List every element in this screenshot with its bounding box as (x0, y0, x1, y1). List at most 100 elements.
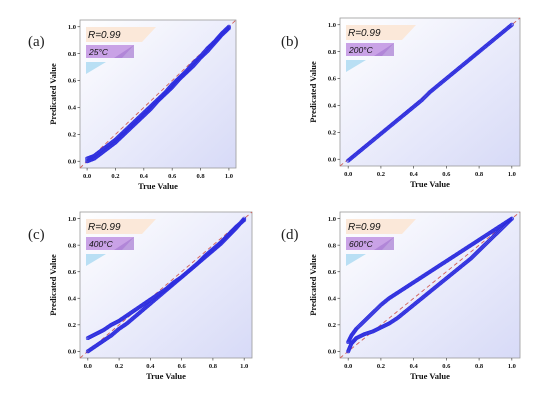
data-point-c-1-160 (242, 218, 247, 222)
data-point-d-1-159 (500, 225, 505, 230)
data-point-d-0-25 (363, 317, 368, 322)
data-point-d-1-134 (475, 250, 479, 255)
series-d-1 (346, 216, 514, 354)
temperature-b: 200°C (348, 45, 374, 55)
x-axis-label-d: True Value (410, 371, 450, 381)
corner-triangle-b (346, 60, 366, 72)
panel-d: (d) R=0.99 600°C 0.0 0.2 0.4 0.6 0.8 1.0 0.0 0.2 0.… (281, 211, 521, 381)
temp-badge-shade-d (374, 237, 394, 250)
data-point-d-1-148 (489, 236, 494, 241)
data-point-d-1-158 (499, 226, 504, 231)
y-tick-label-a-3: 0.6 (68, 78, 77, 85)
data-point-d-1-155 (496, 229, 501, 234)
panel-label-c: (c) (28, 227, 45, 243)
data-point-c-1-143 (225, 233, 230, 238)
data-point-d-1-160 (501, 224, 506, 229)
data-point-d-1-152 (493, 232, 498, 237)
y-tick-label-b-3: 0.6 (328, 76, 337, 83)
data-point-d-1-143 (484, 241, 489, 246)
x-tick-label-b-5: 1.0 (508, 171, 516, 178)
data-point-c-1-114 (197, 259, 202, 264)
data-point-d-1-139 (480, 245, 485, 250)
data-point-c-1-144 (226, 232, 231, 237)
panel-label-d: (d) (281, 227, 299, 243)
x-tick-label-b-2: 0.4 (410, 171, 419, 178)
y-tick-label-b-1: 0.2 (328, 130, 336, 137)
temp-badge-shade-c (114, 237, 134, 250)
x-tick-label-c-0: 0.0 (84, 363, 92, 370)
y-tick-label-a-2: 0.4 (68, 105, 77, 112)
data-point-d-0-32 (370, 310, 375, 315)
x-tick-label-d-4: 0.8 (475, 363, 484, 370)
temperature-d: 600°C (349, 239, 374, 249)
data-point-d-1-138 (479, 246, 484, 251)
r-badge-a (86, 27, 156, 42)
panel-c: (c) R=0.99 400°C 0.0 0.2 0.4 0.6 0.8 1.0 0.0 0.2 0.… (28, 211, 253, 381)
data-point-d-1-141 (482, 243, 487, 248)
panel-label-a: (a) (28, 34, 45, 50)
x-axis-label-a: True Value (138, 181, 178, 191)
data-point-c-1-148 (230, 228, 235, 233)
y-tick-label-c-3: 0.6 (68, 269, 77, 276)
data-point-d-1-147 (488, 237, 493, 242)
x-tick-label-c-5: 1.0 (240, 363, 248, 370)
x-tick-label-b-3: 0.6 (442, 171, 451, 178)
data-point-d-0-27 (365, 315, 370, 320)
series-c-1 (85, 218, 247, 354)
data-point-d-1-149 (490, 235, 495, 240)
data-point-d-0-36 (374, 306, 379, 311)
data-point-d-1-164 (505, 220, 510, 225)
data-point-d-1-135 (476, 249, 481, 254)
data-point-d-0-20 (358, 322, 363, 327)
r-value-c: R=0.99 (88, 222, 121, 233)
data-point-d-1-166 (507, 218, 512, 223)
r-value-a: R=0.99 (88, 30, 121, 41)
data-point-d-1-153 (494, 231, 499, 236)
x-tick-label-a-2: 0.4 (140, 173, 149, 180)
data-point-d-0-19 (357, 323, 362, 328)
figure-frame (5, 5, 545, 400)
y-axis-label-d: Predicated Value (308, 254, 318, 316)
series-a-1 (85, 26, 231, 164)
data-point-b-0-74 (421, 96, 426, 101)
data-point-d-1-128 (468, 256, 473, 261)
data-point-c-1-149 (231, 227, 236, 232)
data-point-c-1-113 (196, 260, 201, 265)
panel-a: (a) R=0.99 25°C 0.0 0.2 0.4 0.6 0.8 1.0 0.0 0.2 0.4… (28, 19, 237, 191)
x-tick-label-a-5: 1.0 (225, 173, 233, 180)
data-point-d-1-129 (469, 255, 474, 260)
data-point-d-1-156 (497, 228, 502, 233)
y-axis-label-a: Predicated Value (48, 63, 58, 125)
data-point-d-0-21 (359, 321, 364, 326)
x-axis-label-b: True Value (410, 179, 450, 189)
y-tick-label-a-0: 0.0 (68, 158, 76, 165)
data-point-d-0-35 (373, 307, 378, 312)
data-point-d-1-154 (495, 230, 500, 235)
data-point-d-1-132 (473, 252, 477, 257)
data-point-d-0-29 (367, 313, 372, 318)
data-point-c-1-118 (201, 255, 206, 260)
r-badge-d (346, 219, 416, 234)
data-point-c-1-115 (198, 258, 203, 263)
series-b-0 (346, 22, 514, 163)
y-tick-label-a-4: 0.8 (68, 51, 77, 58)
data-point-d-0-16 (354, 326, 359, 331)
data-point-d-1-142 (483, 242, 488, 247)
data-point-c-1-117 (200, 256, 205, 261)
data-point-a-1-159 (226, 26, 230, 31)
temperature-c: 400°C (89, 239, 114, 249)
data-point-c-1-137 (219, 239, 224, 244)
y-tick-label-b-0: 0.0 (328, 156, 336, 163)
reference-diagonal-c (79, 211, 253, 359)
data-point-d-1-144 (485, 240, 490, 245)
r-value-d: R=0.99 (348, 222, 381, 233)
temp-badge-shade-a (114, 45, 134, 58)
data-point-c-1-150 (232, 226, 237, 231)
x-tick-label-d-2: 0.4 (410, 363, 419, 370)
corner-triangle-a (86, 62, 106, 74)
x-tick-label-a-1: 0.2 (111, 173, 119, 180)
data-point-d-0-34 (372, 308, 377, 313)
data-point-d-0-38 (376, 304, 381, 309)
data-point-d-0-22 (360, 320, 365, 325)
r-value-b: R=0.99 (348, 28, 381, 39)
